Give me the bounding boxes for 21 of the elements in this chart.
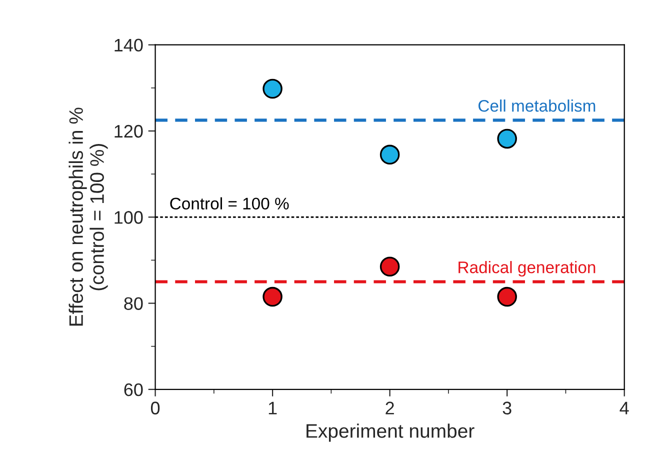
- y-axis-title: Effect on neutrophils in % (control = 100 %): [68, 108, 108, 326]
- x-tick-label: 2: [386, 402, 394, 414]
- x-tick-label: 0: [150, 402, 160, 414]
- ref-line-label: Control = 100 %: [170, 197, 289, 210]
- point: [262, 286, 282, 307]
- y-tick-label: 100: [114, 211, 143, 224]
- point: [497, 128, 517, 149]
- point: [380, 256, 400, 277]
- y-tick-label: 140: [114, 38, 143, 52]
- y-tick-label: 120: [114, 124, 143, 138]
- ref-line-label: Radical generation: [458, 261, 596, 277]
- y-tick-label: 80: [124, 297, 143, 310]
- x-tick-label: 4: [620, 402, 629, 414]
- ref-line-label: Cell metabolism: [478, 100, 596, 112]
- x-tick-label: 1: [268, 402, 277, 414]
- x-axis-title: Experiment number: [306, 424, 474, 442]
- point: [497, 286, 517, 307]
- y-tick-label: 60: [124, 383, 143, 396]
- x-tick-label: 3: [502, 402, 512, 414]
- point: [262, 78, 282, 99]
- point: [380, 144, 400, 165]
